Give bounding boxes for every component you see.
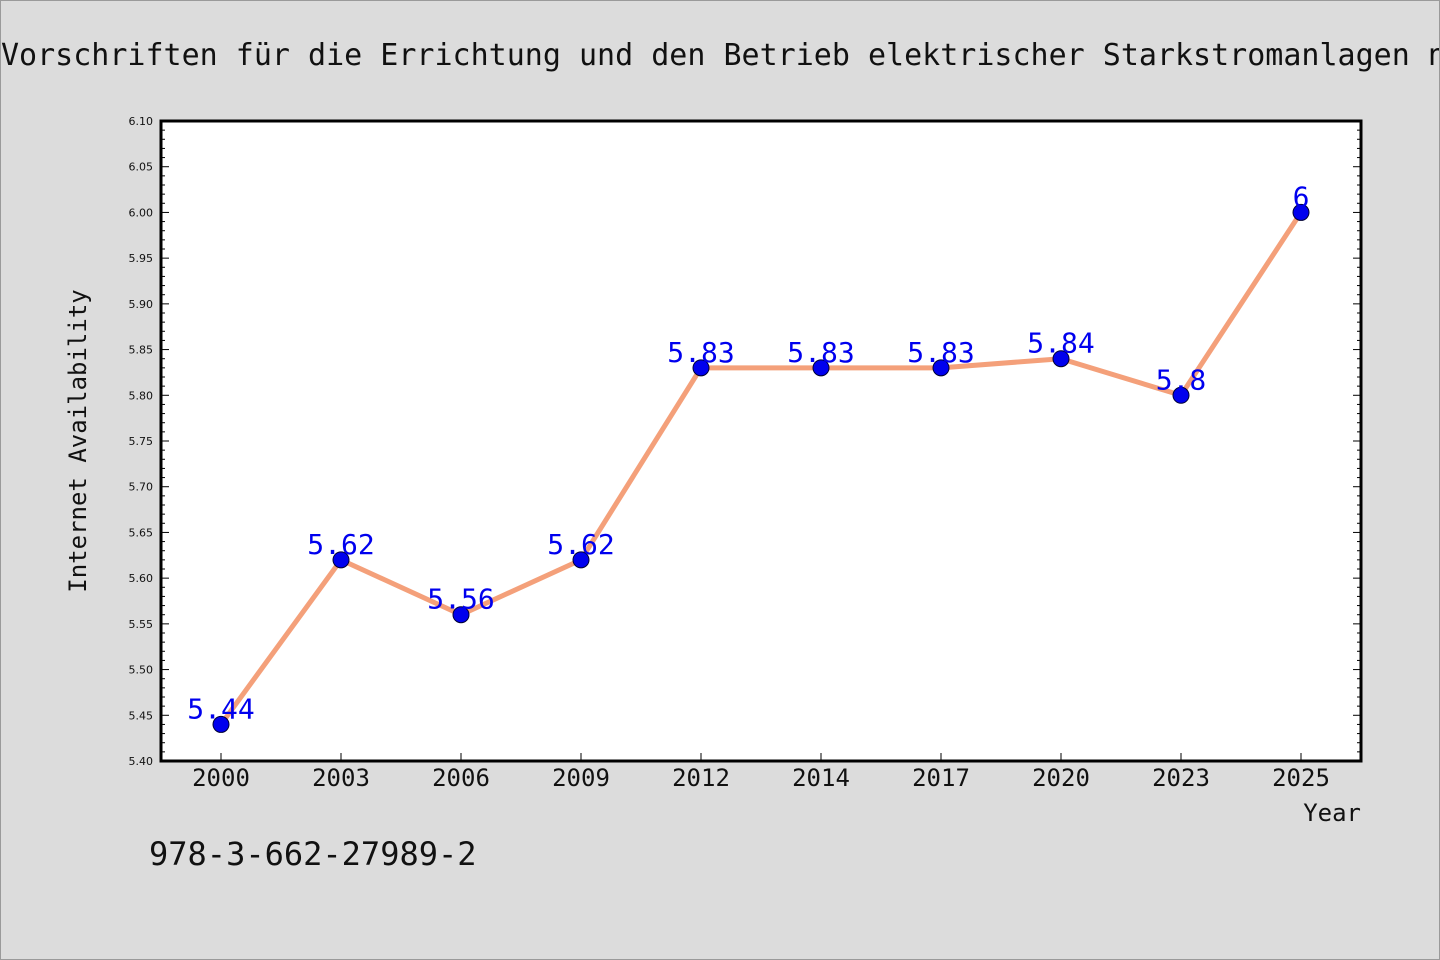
x-tick-label: 2009 (552, 764, 610, 792)
y-axis-label: Internet Availability (64, 289, 92, 592)
data-point (212, 715, 230, 733)
x-tick-label: 2020 (1032, 764, 1090, 792)
data-label: 5.83 (787, 336, 854, 369)
data-label: 5.44 (187, 692, 254, 725)
x-tick-label: 2003 (312, 764, 370, 792)
data-point (1292, 203, 1310, 221)
data-point (812, 359, 830, 377)
data-point (332, 551, 350, 569)
data-label: 5.83 (907, 336, 974, 369)
data-point (1172, 386, 1190, 404)
x-tick-label: 2025 (1272, 764, 1330, 792)
x-tick-label: 2017 (912, 764, 970, 792)
y-tick-label: 5.85 (129, 344, 154, 357)
x-tick-label: 2023 (1152, 764, 1210, 792)
y-tick-label: 5.80 (129, 389, 154, 402)
data-label: 5.62 (547, 528, 614, 561)
y-tick-label: 5.95 (129, 252, 154, 265)
x-tick-label: 2012 (672, 764, 730, 792)
y-tick-label: 5.45 (129, 709, 154, 722)
plot-area (159, 119, 1363, 763)
series-line (218, 209, 1304, 727)
data-point (692, 359, 710, 377)
y-tick-label: 5.60 (129, 572, 154, 585)
data-label: 6 (1293, 180, 1310, 213)
y-tick-label: 5.90 (129, 298, 154, 311)
data-label: 5.8 (1156, 363, 1207, 396)
series-layer: 5.44 5.62 5.56 5.62 5.83 5.83 5.83 5.84 5.8 6 (187, 180, 1310, 733)
y-tick-label: 5.75 (129, 435, 154, 448)
x-axis: 2000 2003 2006 2009 2012 2014 2017 2020 2023 2025 (192, 753, 1330, 792)
data-point (932, 359, 950, 377)
data-point (572, 551, 590, 569)
y-tick-label: 5.65 (129, 526, 154, 539)
data-point (452, 606, 470, 624)
y-tick-label: 5.55 (129, 618, 154, 631)
data-point (1052, 350, 1070, 368)
y-tick-label: 6.05 (129, 161, 154, 174)
isbn-text: 978-3-662-27989-2 (149, 835, 477, 873)
x-tick-label: 2006 (432, 764, 490, 792)
data-label: 5.84 (1027, 327, 1094, 360)
x-axis-label: Year (1303, 799, 1361, 827)
y-tick-label: 5.50 (129, 664, 154, 677)
y-tick-label: 5.70 (129, 481, 154, 494)
y-axis: 5.405.455.505.555.605.655.705.755.805.85… (129, 115, 1361, 768)
data-label: 5.83 (667, 336, 734, 369)
x-tick-label: 2000 (192, 764, 250, 792)
y-tick-label: 6.00 (129, 206, 154, 219)
x-tick-label: 2014 (792, 764, 850, 792)
data-label: 5.62 (307, 528, 374, 561)
y-tick-label: 5.40 (129, 755, 154, 768)
data-label: 5.56 (427, 583, 494, 616)
chart-title: Vorschriften für die Errichtung und den … (1, 38, 1439, 73)
y-tick-label: 6.10 (129, 115, 154, 128)
